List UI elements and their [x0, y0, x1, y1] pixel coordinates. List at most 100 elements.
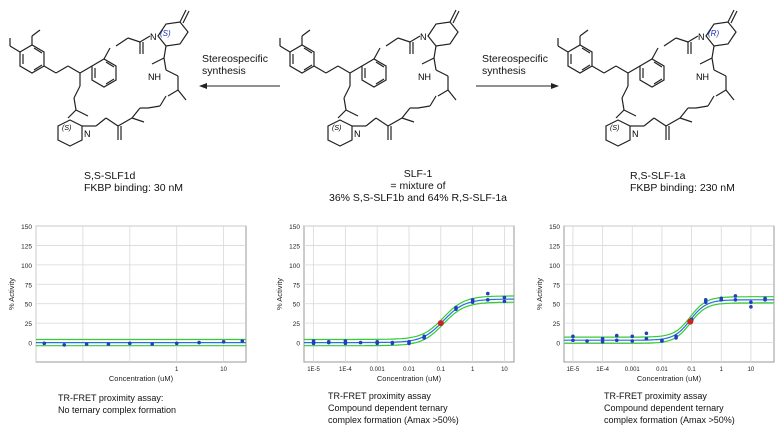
y-tick-label: 100: [549, 263, 560, 270]
x-tick-label: 1E-5: [307, 367, 320, 373]
molecule-ss-slf1d: N NH N (S) (S): [9, 9, 190, 147]
data-point: [600, 339, 605, 344]
y-tick-label: 75: [293, 282, 301, 289]
y-tick-label: 100: [21, 263, 32, 270]
data-point: [358, 340, 363, 345]
x-tick-label: 0.001: [625, 367, 641, 373]
data-point: [485, 291, 490, 296]
x-tick-label: 1: [471, 367, 475, 373]
y-tick-label: 25: [293, 321, 301, 328]
confidence-band-lower: [564, 302, 774, 344]
y-tick-label: 50: [25, 302, 33, 309]
chart-2: 0 25 50 75 100 125 150 1E-5 1E-4 0.001 0.01 0.1 1 10%…: [268, 218, 523, 388]
plot-frame: [35, 225, 247, 363]
x-tick-label: 0.1: [437, 367, 446, 373]
data-point: [62, 343, 67, 347]
molecule-rs-slf-1a: N NH N (R) (S): [557, 9, 738, 147]
data-point: [375, 341, 379, 346]
ec50-point: [687, 318, 694, 325]
data-point: [571, 334, 575, 339]
x-tick-label: 10: [501, 367, 508, 373]
data-point: [454, 307, 458, 311]
y-tick-label: 125: [289, 243, 300, 250]
data-point: [485, 298, 490, 302]
y-tick-label: 100: [289, 263, 300, 270]
data-point: [614, 333, 619, 338]
data-point: [571, 338, 575, 343]
x-tick-label: 1E-4: [339, 367, 352, 373]
svg-text:(S): (S): [610, 125, 619, 132]
caption-rs-slf-1a: R,S-SLF-1a FKBP binding: 230 nM: [630, 170, 735, 194]
x-tick-label: 10: [748, 367, 755, 373]
arrow-right-label: Stereospecific synthesis: [482, 53, 548, 77]
data-point: [390, 340, 395, 345]
data-point: [84, 342, 89, 346]
plot-frame: [563, 225, 775, 363]
x-tick-label: 0.01: [403, 367, 415, 373]
data-point: [128, 341, 132, 346]
data-point: [703, 300, 708, 304]
x-axis-label: Concentration (uM): [377, 374, 442, 383]
structures-diagram: N NH N (S) (S) N NH N (S) N NH N (R) (S): [9, 9, 738, 147]
x-axis-label: Concentration (uM): [109, 374, 174, 383]
svg-text:N: N: [420, 32, 427, 42]
data-point: [660, 339, 664, 343]
arrow-left-label: Stereospecific synthesis: [202, 53, 268, 77]
x-tick-label: 1E-4: [596, 367, 609, 373]
stereo-label-top: (S): [160, 29, 171, 38]
data-point: [600, 336, 605, 341]
svg-text:N: N: [354, 129, 361, 139]
y-tick-label: 125: [549, 243, 560, 250]
y-tick-label: 150: [21, 224, 32, 231]
data-point: [719, 296, 724, 301]
svg-text:N: N: [84, 129, 91, 139]
data-point: [749, 300, 753, 304]
data-point: [106, 342, 111, 346]
data-point: [644, 336, 649, 341]
y-axis-label: % Activity: [535, 278, 544, 310]
svg-text:(S): (S): [332, 125, 341, 132]
data-point: [150, 342, 154, 346]
data-point: [585, 339, 589, 343]
y-tick-label: 0: [296, 341, 300, 348]
data-point: [42, 341, 47, 346]
data-point: [644, 331, 649, 336]
data-point: [470, 300, 475, 304]
fit-curve: [564, 299, 774, 341]
svg-text:N: N: [632, 129, 639, 139]
data-point: [749, 305, 753, 309]
y-tick-label: 0: [556, 341, 560, 348]
data-point: [502, 299, 507, 304]
y-tick-label: 150: [289, 224, 300, 231]
x-tick-label: 0.001: [370, 367, 386, 373]
svg-text:NH: NH: [148, 72, 161, 82]
caption-ss-slf1d: S,S-SLF1d FKBP binding: 30 nM: [84, 170, 184, 194]
data-point: [674, 334, 678, 339]
data-point: [407, 341, 411, 346]
data-point: [614, 338, 619, 343]
data-point: [630, 339, 635, 343]
chart-1-caption: TR-FRET proximity assay: No ternary comp…: [58, 393, 177, 415]
x-tick-label: 0.1: [687, 367, 696, 373]
chart-2-svg: 0 25 50 75 100 125 150 1E-5 1E-4 0.001 0.01 0.1 1 10%…: [275, 224, 515, 383]
data-point: [763, 296, 767, 301]
data-point: [326, 339, 331, 344]
y-axis-label: % Activity: [275, 278, 284, 310]
y-tick-label: 75: [25, 282, 33, 289]
x-tick-label: 1: [175, 367, 179, 373]
svg-text:(R): (R): [708, 29, 719, 38]
y-tick-label: 125: [21, 243, 32, 250]
data-point: [311, 341, 316, 346]
chart-3: 0 25 50 75 100 125 150 1E-5 1E-4 0.001 0.01 0.1 1 10%…: [528, 218, 783, 388]
molecule-slf-1: N NH N (S): [279, 9, 460, 147]
y-axis-label: % Activity: [7, 278, 16, 310]
svg-text:NH: NH: [696, 72, 709, 82]
x-tick-label: 0.01: [656, 367, 668, 373]
y-tick-label: 50: [553, 302, 561, 309]
chart-3-caption: TR-FRET proximity assay Compound depende…: [604, 391, 735, 425]
svg-text:N: N: [698, 32, 705, 42]
data-point: [197, 340, 201, 345]
y-tick-label: 150: [549, 224, 560, 231]
confidence-band-upper: [564, 296, 774, 338]
chart-3-svg: 0 25 50 75 100 125 150 1E-5 1E-4 0.001 0.01 0.1 1 10%…: [535, 224, 775, 383]
